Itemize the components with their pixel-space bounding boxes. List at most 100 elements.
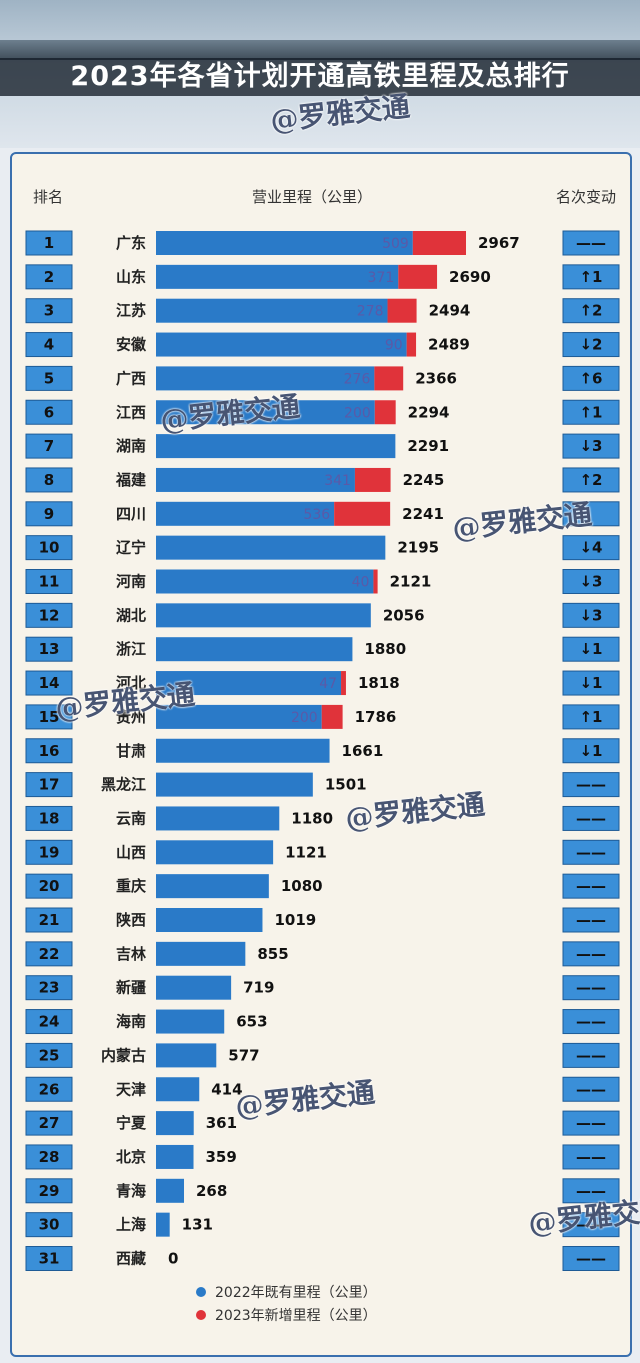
province-label: 河南	[116, 573, 146, 591]
rank-number: 26	[39, 1080, 60, 1098]
rank-change-box	[562, 298, 620, 324]
rank-change-box	[562, 1212, 620, 1238]
rank-number: 1	[44, 234, 54, 252]
rank-change-value: ↓1	[579, 640, 602, 658]
rank-change-box	[562, 805, 620, 831]
rank-change-value: ——	[576, 1013, 606, 1031]
rank-change-value: ↓3	[579, 437, 602, 455]
rank-number: 12	[39, 606, 60, 624]
rank-box	[25, 399, 73, 425]
rank-change-box	[562, 1076, 620, 1102]
total-value-label: 1121	[285, 843, 327, 861]
province-label: 安徽	[116, 336, 147, 354]
province-label: 福建	[115, 471, 147, 489]
rank-change-value: ——	[576, 1114, 606, 1132]
rank-change-box	[562, 636, 620, 662]
legend-existing-label: 2022年既有里程（公里）	[215, 1285, 377, 1301]
province-label: 江苏	[116, 302, 146, 320]
province-label: 湖南	[116, 437, 146, 455]
total-value-label: 131	[182, 1216, 213, 1234]
rank-change-value: ——	[576, 945, 606, 963]
total-value-label: 414	[211, 1080, 242, 1098]
total-value-label: 1180	[291, 809, 333, 827]
rank-number: 8	[44, 471, 54, 489]
rank-change-box	[562, 602, 620, 628]
rank-box	[25, 975, 73, 1001]
existing-bar	[156, 941, 246, 966]
rank-change-box	[562, 230, 620, 256]
rank-box	[25, 941, 73, 967]
new-bar	[398, 264, 438, 289]
rank-change-box	[562, 1110, 620, 1136]
total-value-label: 1019	[274, 911, 316, 929]
existing-bar	[156, 874, 269, 899]
rank-change-value: ↑2	[579, 302, 602, 320]
rank-box	[25, 1076, 73, 1102]
existing-bar	[156, 806, 280, 831]
rank-box	[25, 1246, 73, 1271]
rank-change-value: ——	[576, 1046, 606, 1064]
mileage-header: 营业里程（公里）	[252, 188, 373, 206]
rank-box	[25, 332, 73, 358]
province-label: 江西	[116, 403, 146, 421]
legend-existing-marker	[196, 1287, 206, 1297]
new-value-label: 47	[319, 676, 337, 692]
existing-bar	[156, 1144, 194, 1169]
province-label: 上海	[116, 1216, 146, 1234]
total-value-label: 268	[196, 1182, 227, 1200]
existing-bar	[156, 1111, 194, 1136]
rank-box	[25, 1144, 73, 1170]
existing-bar	[156, 908, 263, 932]
rank-number: 3	[44, 302, 54, 320]
rank-change-box	[562, 433, 620, 459]
rank-number: 4	[44, 336, 54, 354]
rank-number: 21	[39, 911, 60, 929]
province-label: 海南	[116, 1013, 146, 1031]
rank-change-box	[562, 365, 620, 391]
province-label: 黑龙江	[101, 776, 146, 794]
rank-change-box	[562, 839, 620, 865]
rank-change-value: ↑2	[579, 471, 602, 489]
rank-box	[25, 738, 73, 764]
total-value-label: 359	[206, 1148, 237, 1166]
rank-change-box	[562, 738, 620, 764]
rank-change-value: ↓1	[579, 674, 602, 692]
total-value-label: 1661	[342, 742, 384, 760]
rank-box	[25, 467, 73, 493]
new-bar	[406, 332, 417, 357]
rank-change-box	[562, 1144, 620, 1170]
rank-change-box	[562, 1178, 620, 1204]
rank-box	[25, 264, 73, 290]
rank-change-box	[562, 941, 620, 967]
rank-box	[25, 636, 73, 662]
province-label: 云南	[116, 809, 146, 827]
rank-change-box	[562, 975, 620, 1001]
rank-box	[25, 805, 73, 831]
total-value-label: 2121	[390, 573, 432, 591]
legend-new-marker	[196, 1310, 206, 1320]
total-value-label: 2291	[407, 437, 449, 455]
existing-bar	[156, 1043, 217, 1068]
change-header: 名次变动	[556, 188, 617, 206]
rank-box	[25, 1110, 73, 1136]
total-value-label: 2967	[478, 234, 520, 252]
rank-number: 24	[39, 1013, 60, 1031]
rank-box	[25, 1009, 73, 1035]
rank-number: 25	[39, 1046, 60, 1064]
rank-change-box	[562, 535, 620, 561]
train-decoration	[0, 40, 640, 60]
total-value-label: 2489	[428, 336, 470, 354]
header-banner	[0, 0, 640, 148]
rank-change-value: ↓3	[579, 573, 602, 591]
rank-header: 排名	[33, 188, 64, 206]
existing-bar	[156, 231, 413, 255]
province-label: 四川	[116, 505, 146, 523]
rank-box	[25, 1042, 73, 1068]
existing-bar	[156, 400, 375, 425]
total-value-label: 2690	[449, 268, 491, 286]
rank-number: 14	[39, 674, 60, 692]
rank-box	[25, 907, 73, 933]
rank-box	[25, 298, 73, 324]
new-value-label: 276	[344, 371, 371, 387]
